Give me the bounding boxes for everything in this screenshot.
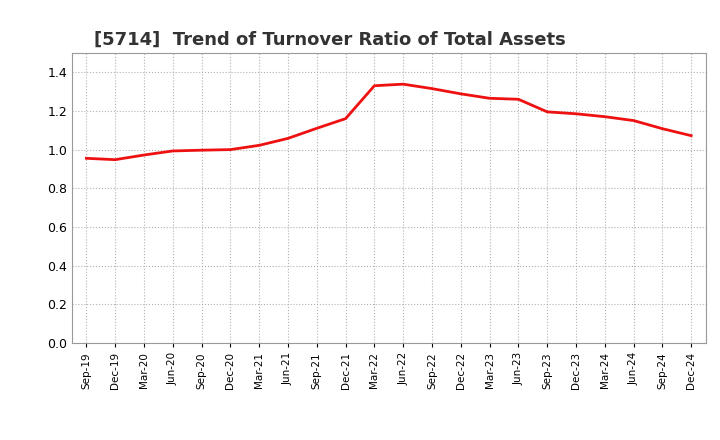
Text: [5714]  Trend of Turnover Ratio of Total Assets: [5714] Trend of Turnover Ratio of Total …	[94, 31, 565, 49]
